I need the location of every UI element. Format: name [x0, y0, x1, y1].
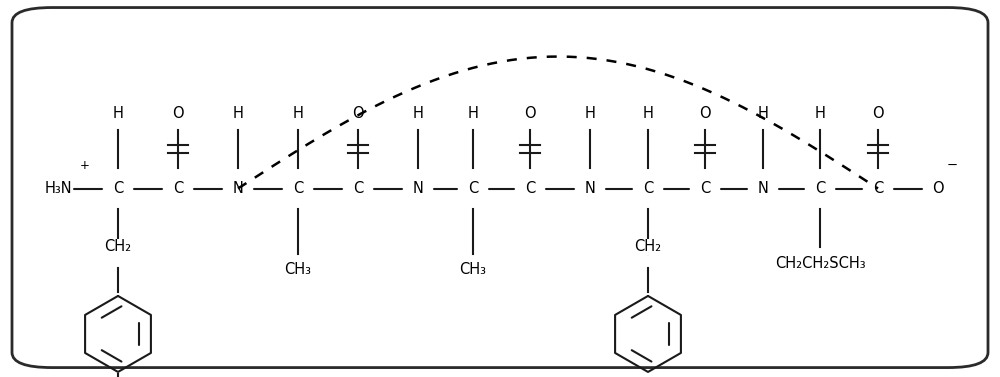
Text: N: N [413, 181, 423, 196]
Text: C: C [173, 181, 183, 196]
Text: +: + [80, 159, 90, 172]
Text: H₃N: H₃N [44, 181, 72, 196]
Text: O: O [699, 106, 711, 121]
Text: H: H [758, 106, 768, 121]
Text: −: − [946, 159, 958, 172]
Text: O: O [524, 106, 536, 121]
Text: C: C [873, 181, 883, 196]
Text: CH₂CH₂SCH₃: CH₂CH₂SCH₃ [775, 256, 865, 271]
Text: H: H [293, 106, 303, 121]
FancyBboxPatch shape [12, 8, 988, 368]
Text: C: C [113, 181, 123, 196]
Text: C: C [700, 181, 710, 196]
Text: O: O [872, 106, 884, 121]
Text: N: N [233, 181, 243, 196]
Text: O: O [172, 106, 184, 121]
Text: N: N [758, 181, 768, 196]
Text: CH₂: CH₂ [634, 239, 662, 254]
Text: O: O [352, 106, 364, 121]
Text: C: C [525, 181, 535, 196]
Text: CH₃: CH₃ [285, 262, 312, 277]
Text: H: H [585, 106, 595, 121]
Text: H: H [643, 106, 653, 121]
Text: C: C [643, 181, 653, 196]
Text: CH₂: CH₂ [104, 239, 132, 254]
Text: C: C [815, 181, 825, 196]
Text: N: N [585, 181, 595, 196]
Text: H: H [468, 106, 478, 121]
Text: H: H [113, 106, 123, 121]
Text: C: C [353, 181, 363, 196]
Text: CH₃: CH₃ [460, 262, 486, 277]
Text: C: C [468, 181, 478, 196]
Text: H: H [233, 106, 243, 121]
Text: H: H [815, 106, 825, 121]
Text: O: O [932, 181, 944, 196]
Text: C: C [293, 181, 303, 196]
Text: H: H [413, 106, 423, 121]
